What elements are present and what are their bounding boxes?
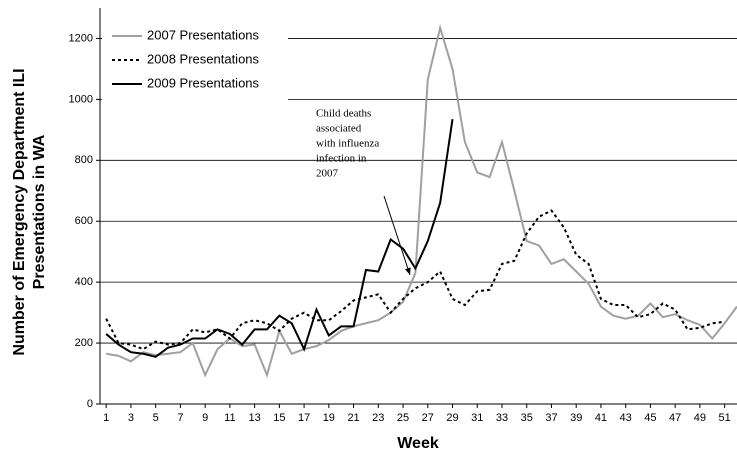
x-tick-label: 31 — [471, 412, 483, 424]
y-tick-label: 600 — [75, 215, 93, 227]
series-line — [106, 23, 737, 379]
annotation-arrow — [383, 195, 411, 276]
x-tick-label: 35 — [521, 412, 533, 424]
x-tick-label: 7 — [177, 412, 183, 424]
x-tick-label: 1 — [103, 412, 109, 424]
x-axis-title: Week — [397, 435, 439, 452]
x-tick-label: 19 — [323, 412, 335, 424]
x-tick-label: 41 — [595, 412, 607, 424]
legend-label: 2007 Presentations — [147, 27, 260, 42]
x-tick-label: 21 — [347, 412, 359, 424]
legend-label: 2009 Presentations — [147, 75, 260, 90]
x-tick-label: 43 — [620, 412, 632, 424]
x-tick-label: 9 — [202, 412, 208, 424]
annotation: 2007 — [316, 168, 339, 180]
y-axis-title: Presentations in WA — [31, 134, 48, 289]
x-tick-label: 37 — [545, 412, 557, 424]
y-tick-label: 800 — [75, 154, 93, 166]
legend-box — [102, 14, 288, 100]
x-tick-label: 47 — [669, 412, 681, 424]
x-tick-label: 33 — [496, 412, 508, 424]
x-tick-label: 11 — [224, 412, 235, 424]
y-tick-label: 200 — [75, 337, 93, 349]
x-tick-label: 27 — [422, 412, 434, 424]
x-tick-label: 45 — [644, 412, 656, 424]
annotation: Child deaths — [316, 108, 371, 120]
x-tick-label: 15 — [273, 412, 285, 424]
x-tick-label: 25 — [397, 412, 409, 424]
x-tick-label: 13 — [248, 412, 260, 424]
x-tick-label: 3 — [128, 412, 134, 424]
x-tick-label: 49 — [694, 412, 706, 424]
y-tick-label: 1000 — [69, 93, 93, 105]
annotation: with influenza — [316, 138, 379, 150]
y-tick-label: 1200 — [69, 32, 93, 44]
x-tick-label: 51 — [719, 412, 731, 424]
x-tick-label: 17 — [298, 412, 310, 424]
series-line — [105, 209, 725, 351]
annotation: associated — [316, 123, 362, 135]
y-axis-title: Number of Emergency Department ILI — [11, 68, 28, 355]
legend-label: 2008 Presentations — [147, 51, 260, 66]
y-tick-label: 0 — [87, 398, 93, 410]
series-line — [105, 119, 454, 358]
x-tick-label: 39 — [570, 412, 582, 424]
x-tick-label: 29 — [446, 412, 458, 424]
x-tick-label: 5 — [153, 412, 159, 424]
x-tick-label: 23 — [372, 412, 384, 424]
y-tick-label: 400 — [75, 276, 93, 288]
annotation: infection in — [316, 153, 367, 165]
